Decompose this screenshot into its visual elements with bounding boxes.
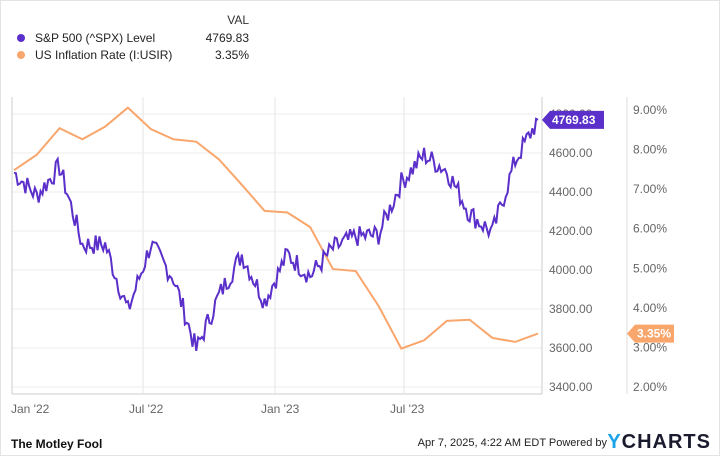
- svg-text:5.00%: 5.00%: [633, 261, 667, 275]
- svg-text:2.00%: 2.00%: [633, 380, 667, 394]
- svg-text:Jan '22: Jan '22: [11, 402, 50, 416]
- svg-text:4769.83: 4769.83: [552, 113, 596, 127]
- svg-text:6.00%: 6.00%: [633, 222, 667, 236]
- svg-text:4.00%: 4.00%: [633, 301, 667, 315]
- svg-text:9.00%: 9.00%: [633, 103, 667, 117]
- svg-text:4600.00: 4600.00: [549, 146, 593, 160]
- svg-text:4000.00: 4000.00: [549, 263, 593, 277]
- legend-header: VAL: [227, 13, 249, 27]
- legend-label: US Inflation Rate (I:USIR): [35, 47, 173, 62]
- series-dot-icon: [17, 50, 25, 59]
- legend-item-spx: S&P 500 (^SPX) Level 4769.83: [9, 29, 249, 46]
- svg-text:3.00%: 3.00%: [633, 340, 667, 354]
- series-dot-icon: [17, 33, 25, 42]
- legend-item-inflation: US Inflation Rate (I:USIR) 3.35%: [9, 46, 249, 63]
- svg-text:8.00%: 8.00%: [633, 143, 667, 157]
- legend-value: 3.35%: [214, 47, 249, 62]
- svg-text:7.00%: 7.00%: [633, 182, 667, 196]
- motley-fool-logo: The Motley Fool: [11, 437, 103, 451]
- footer-timestamp: Apr 7, 2025, 4:22 AM EDT Powered by: [417, 437, 607, 449]
- svg-text:3800.00: 3800.00: [549, 302, 593, 316]
- svg-text:Jan '23: Jan '23: [261, 402, 300, 416]
- legend-label: S&P 500 (^SPX) Level: [35, 30, 156, 45]
- legend-value: 4769.83: [205, 30, 249, 45]
- svg-text:3600.00: 3600.00: [549, 341, 593, 355]
- legend: VAL S&P 500 (^SPX) Level 4769.83 US Infl…: [9, 13, 249, 63]
- svg-text:3400.00: 3400.00: [549, 380, 593, 394]
- ycharts-logo: YCHARTS: [607, 431, 711, 453]
- svg-text:Jul '23: Jul '23: [390, 402, 425, 416]
- svg-text:Jul '22: Jul '22: [129, 402, 164, 416]
- svg-text:3.35%: 3.35%: [637, 327, 671, 341]
- svg-text:4200.00: 4200.00: [549, 224, 593, 238]
- svg-text:4400.00: 4400.00: [549, 185, 593, 199]
